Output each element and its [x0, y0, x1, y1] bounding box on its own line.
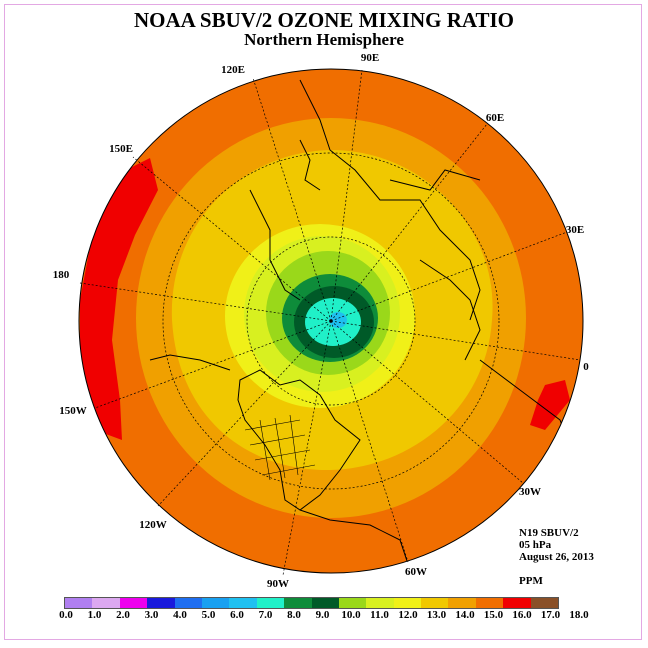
- colorbar: [64, 597, 560, 609]
- map-frame: [4, 4, 642, 640]
- colorbar-swatch: [338, 598, 367, 608]
- colorbar-tick-label: 15.0: [483, 609, 504, 621]
- colorbar-ticks: 0.0 1.0 2.0 3.0 4.0 5.0 6.0 7.0 8.0 9.0 10.0 11.0 12…: [50, 609, 598, 623]
- colorbar-swatch: [311, 598, 339, 608]
- lon-label-150w: 150W: [59, 405, 87, 417]
- colorbar-swatch: [256, 598, 285, 608]
- colorbar-swatch: [65, 598, 93, 608]
- colorbar-tick-label: 11.0: [370, 609, 389, 621]
- colorbar-swatch: [393, 598, 422, 608]
- colorbar-tick-label: 2.0: [116, 609, 130, 621]
- lon-label-120e: 120E: [221, 64, 245, 76]
- colorbar-tick-label: 3.0: [144, 609, 159, 621]
- lon-label-0: 0: [583, 361, 589, 373]
- state-borders: [244, 414, 316, 481]
- colorbar-tick-label: 17.0: [540, 609, 561, 621]
- units-label: PPM: [519, 575, 543, 587]
- map-title: NOAA SBUV/2 OZONE MIXING RATIO: [134, 8, 514, 32]
- colorbar-swatch: [229, 598, 257, 608]
- colorbar-swatch: [366, 598, 394, 608]
- colorbar-tick-label: 12.0: [398, 609, 418, 621]
- colorbar-swatch: [119, 598, 148, 608]
- colorbar-swatch: [92, 598, 120, 608]
- lon-label-30e: 30E: [566, 224, 584, 236]
- lon-label-120w: 120W: [139, 519, 167, 531]
- colorbar-swatch: [475, 598, 504, 608]
- graticule: [79, 69, 581, 576]
- lon-label-180: 180: [53, 269, 70, 281]
- lon-label-90e: 90E: [361, 52, 379, 64]
- instrument-label: N19 SBUV/2: [519, 527, 579, 539]
- colorbar-tick-label: 9.0: [315, 609, 330, 621]
- colorbar-tick-label: 14.0: [455, 609, 475, 621]
- colorbar-swatch: [284, 598, 312, 608]
- colorbar-tick-label: 10.0: [341, 609, 361, 621]
- colorbar-swatch: [147, 598, 175, 608]
- level-label: 05 hPa: [519, 539, 552, 551]
- map-subtitle: Northern Hemisphere: [244, 30, 404, 49]
- lon-label-60w: 60W: [405, 566, 427, 578]
- colorbar-swatch: [421, 598, 449, 608]
- map-border: [78, 68, 584, 574]
- colorbar-tick-label: 0.0: [59, 609, 73, 621]
- band-16-17-east: [530, 380, 570, 430]
- date-label: August 26, 2013: [519, 551, 594, 563]
- band-6-7: [329, 312, 347, 328]
- lon-label-90w: 90W: [267, 578, 289, 590]
- colorbar-tick-label: 6.0: [230, 609, 244, 621]
- lon-label-30w: 30W: [519, 486, 541, 498]
- colorbar-swatch: [503, 598, 531, 608]
- colorbar-tick-label: 8.0: [287, 609, 301, 621]
- colorbar-tick-label: 4.0: [173, 609, 187, 621]
- colorbar-tick-label: 16.0: [512, 609, 532, 621]
- lon-label-150e: 150E: [109, 143, 133, 155]
- colorbar-swatch: [530, 598, 559, 608]
- colorbar-tick-label: 7.0: [258, 609, 273, 621]
- colorbar-swatch: [201, 598, 230, 608]
- colorbar-swatch: [448, 598, 476, 608]
- lon-label-60e: 60E: [486, 112, 504, 124]
- colorbar-tick-label: 5.0: [201, 609, 216, 621]
- colorbar-swatch: [174, 598, 202, 608]
- colorbar-tick-label: 1.0: [87, 609, 102, 621]
- colorbar-tick-label: 13.0: [426, 609, 447, 621]
- band-16-17-west: [80, 158, 158, 440]
- colorbar-tick-label: 18.0: [569, 609, 589, 621]
